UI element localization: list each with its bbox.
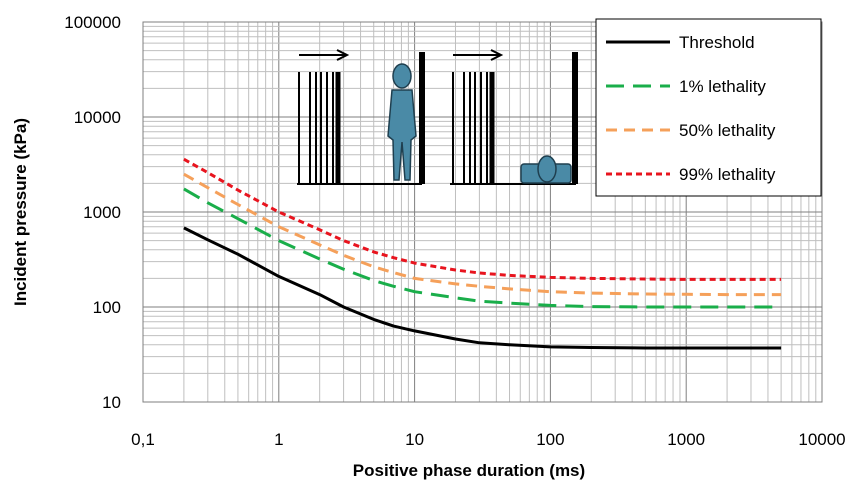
y-tick-label: 1000 [83, 203, 121, 222]
y-tick-label: 100 [93, 298, 121, 317]
y-axis-title: Incident pressure (kPa) [11, 118, 30, 306]
legend-label: 99% lethality [679, 165, 776, 184]
shock-wave-bars [298, 72, 341, 183]
y-tick-label: 100000 [64, 13, 121, 32]
standing-person-panel [297, 49, 425, 185]
wall [419, 52, 425, 184]
y-tick-labels: 10 100 1000 10000 100000 [64, 13, 121, 412]
x-tick-label: 10 [405, 430, 424, 449]
x-axis-title: Positive phase duration (ms) [353, 461, 585, 480]
lying-person-icon [520, 155, 572, 184]
standing-person-icon [387, 63, 417, 181]
series-line-50-lethality [183, 172, 782, 297]
wall [572, 52, 578, 184]
y-tick-label: 10000 [74, 108, 121, 127]
legend-box [595, 18, 822, 197]
x-tick-label: 0,1 [131, 430, 155, 449]
arrowhead-icon [490, 49, 504, 61]
legend: Threshold 1% lethality 50% lethality 99% le… [595, 18, 822, 197]
lying-person-panel [450, 49, 578, 185]
y-tick-label: 10 [102, 393, 121, 412]
legend-label: 1% lethality [679, 77, 766, 96]
series-lines [183, 157, 782, 350]
blast-illustration [297, 49, 578, 185]
plot-frame [142, 21, 823, 403]
legend-label: Threshold [679, 33, 755, 52]
arrowhead-icon [336, 49, 350, 61]
series-line-1-lethality [183, 187, 782, 309]
x-tick-label: 1000 [667, 430, 705, 449]
x-tick-label: 10000 [798, 430, 845, 449]
shock-wave-bars [452, 72, 495, 183]
x-tick-label: 1 [274, 430, 283, 449]
legend-label: 50% lethality [679, 121, 776, 140]
x-tick-labels: 0,1 1 10 100 1000 10000 [131, 430, 845, 449]
x-tick-label: 100 [536, 430, 564, 449]
series-line-99-lethality [183, 157, 782, 281]
series-line-threshold [183, 226, 782, 350]
